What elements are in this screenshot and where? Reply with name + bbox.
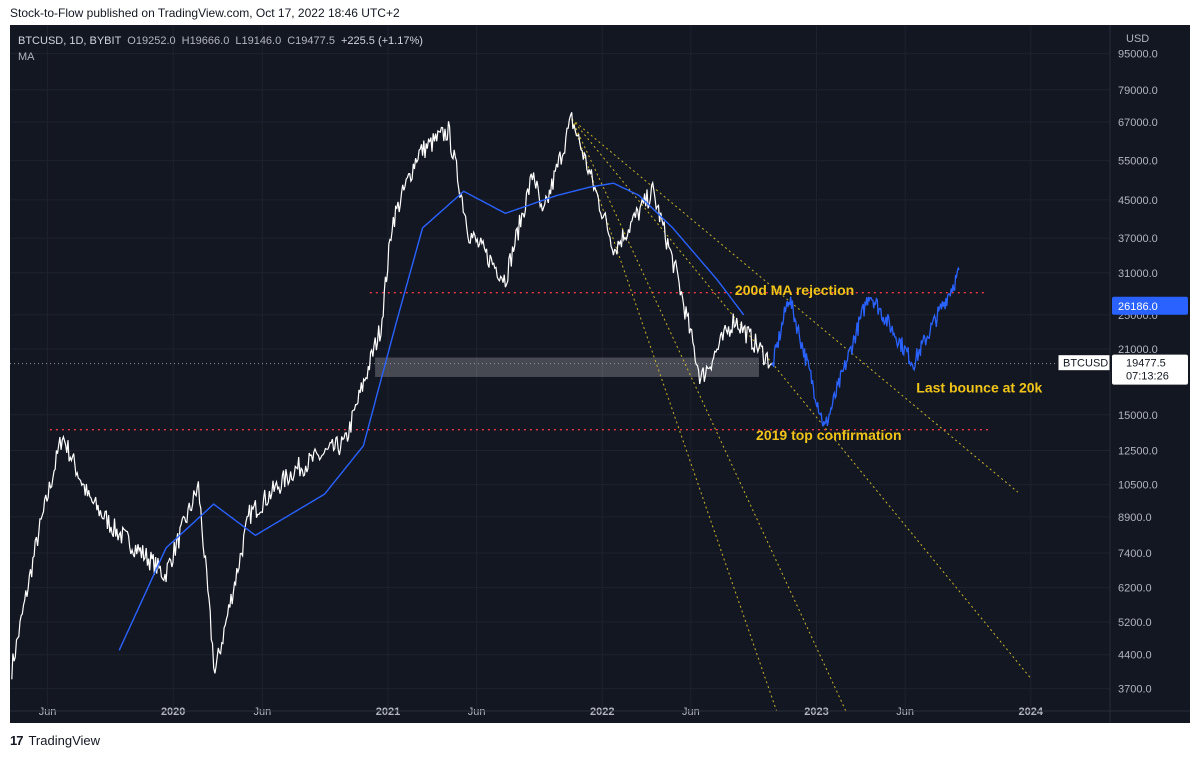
ohlc-low: L19146.0 [235,35,282,47]
series-line-btcusd [11,112,773,680]
annotation-label: 2019 top confirmation [756,427,901,443]
projection-price-badge [1112,296,1188,315]
trendline [571,118,1019,493]
y-tick-label: 45000.0 [1118,195,1158,207]
x-tick-label: Jun [896,706,914,718]
symbol-label[interactable]: BTCUSD, 1D, BYBIT [18,35,122,47]
annotations: 200d MA rejection Last bounce at 20k 2019 … [735,282,1043,443]
current-price-badge [1112,354,1188,385]
current-price-time: 07:13:26 [1126,371,1169,383]
x-tick-label: 2024 [1019,706,1044,718]
x-tick-label: Jun [39,706,57,718]
annotation-label: 200d MA rejection [735,282,854,298]
x-tick-label: 2023 [804,706,828,718]
ohlc-close: C19477.5 [287,35,335,47]
x-tick-label: 2021 [376,706,400,718]
ohlc-high: H19666.0 [181,35,230,47]
series-layer [11,112,960,680]
y-tick-label: 12500.0 [1118,445,1158,457]
x-tick-label: 2020 [161,706,185,718]
projection-price-label: 26186.0 [1118,301,1158,313]
y-tick-label: 4400.0 [1118,650,1152,662]
x-tick-label: Jun [682,706,700,718]
x-tick-label: 2022 [590,706,614,718]
y-tick-label: 21000.0 [1118,344,1158,356]
symbol-badge-label: BTCUSD [1063,358,1108,370]
chart-legend: BTCUSD, 1D, BYBIT O19252.0 H19666.0 L191… [18,33,423,65]
y-tick-label: 79000.0 [1118,85,1158,97]
brand-name[interactable]: TradingView [28,733,101,748]
publication-caption: Stock-to-Flow published on TradingView.c… [10,6,400,20]
y-tick-label: 55000.0 [1118,156,1158,168]
x-tick-label: Jun [468,706,486,718]
y-tick-label: 10500.0 [1118,480,1158,492]
price-change: +225.5 (+1.17%) [340,35,423,47]
tradingview-logo-icon: 17 [10,733,24,748]
annotation-label: Last bounce at 20k [916,380,1042,396]
ohlc-open: O19252.0 [127,35,176,47]
trendline [571,118,1032,679]
currency-label: USD [1126,33,1149,45]
chart-panel[interactable]: 200d MA rejection Last bounce at 20k 2019 … [10,25,1190,723]
support-zone [375,357,759,377]
y-tick-label: 7400.0 [1118,548,1152,560]
current-price-value: 19477.5 [1126,358,1166,370]
zones [375,357,759,377]
trendline [571,118,778,712]
y-tick-label: 5200.0 [1118,617,1152,629]
y-tick-label: 15000.0 [1118,410,1158,422]
footer: 17 TradingView [10,733,100,748]
y-tick-label: 37000.0 [1118,233,1158,245]
grid [10,25,1110,711]
axes: 95000.0 79000.0 67000.0 55000.0 45000.0 37000… [10,25,1190,723]
symbol-badge [1057,354,1111,372]
series-line-projection [771,266,960,427]
price-chart[interactable]: 200d MA rejection Last bounce at 20k 2019 … [10,25,1190,723]
trendline [571,118,847,712]
series-line-ma [118,182,745,651]
y-tick-label: 95000.0 [1118,49,1158,61]
y-tick-label: 31000.0 [1118,268,1158,280]
x-tick-label: Jun [254,706,272,718]
y-tick-label: 3700.0 [1118,684,1152,696]
y-tick-label: 67000.0 [1118,117,1158,129]
y-tick-label: 8900.0 [1118,512,1152,524]
horizontal-levels [10,291,1110,431]
indicator-ma-label[interactable]: MA [18,51,35,63]
y-tick-label: 6200.0 [1118,583,1152,595]
trendlines [571,118,1032,712]
